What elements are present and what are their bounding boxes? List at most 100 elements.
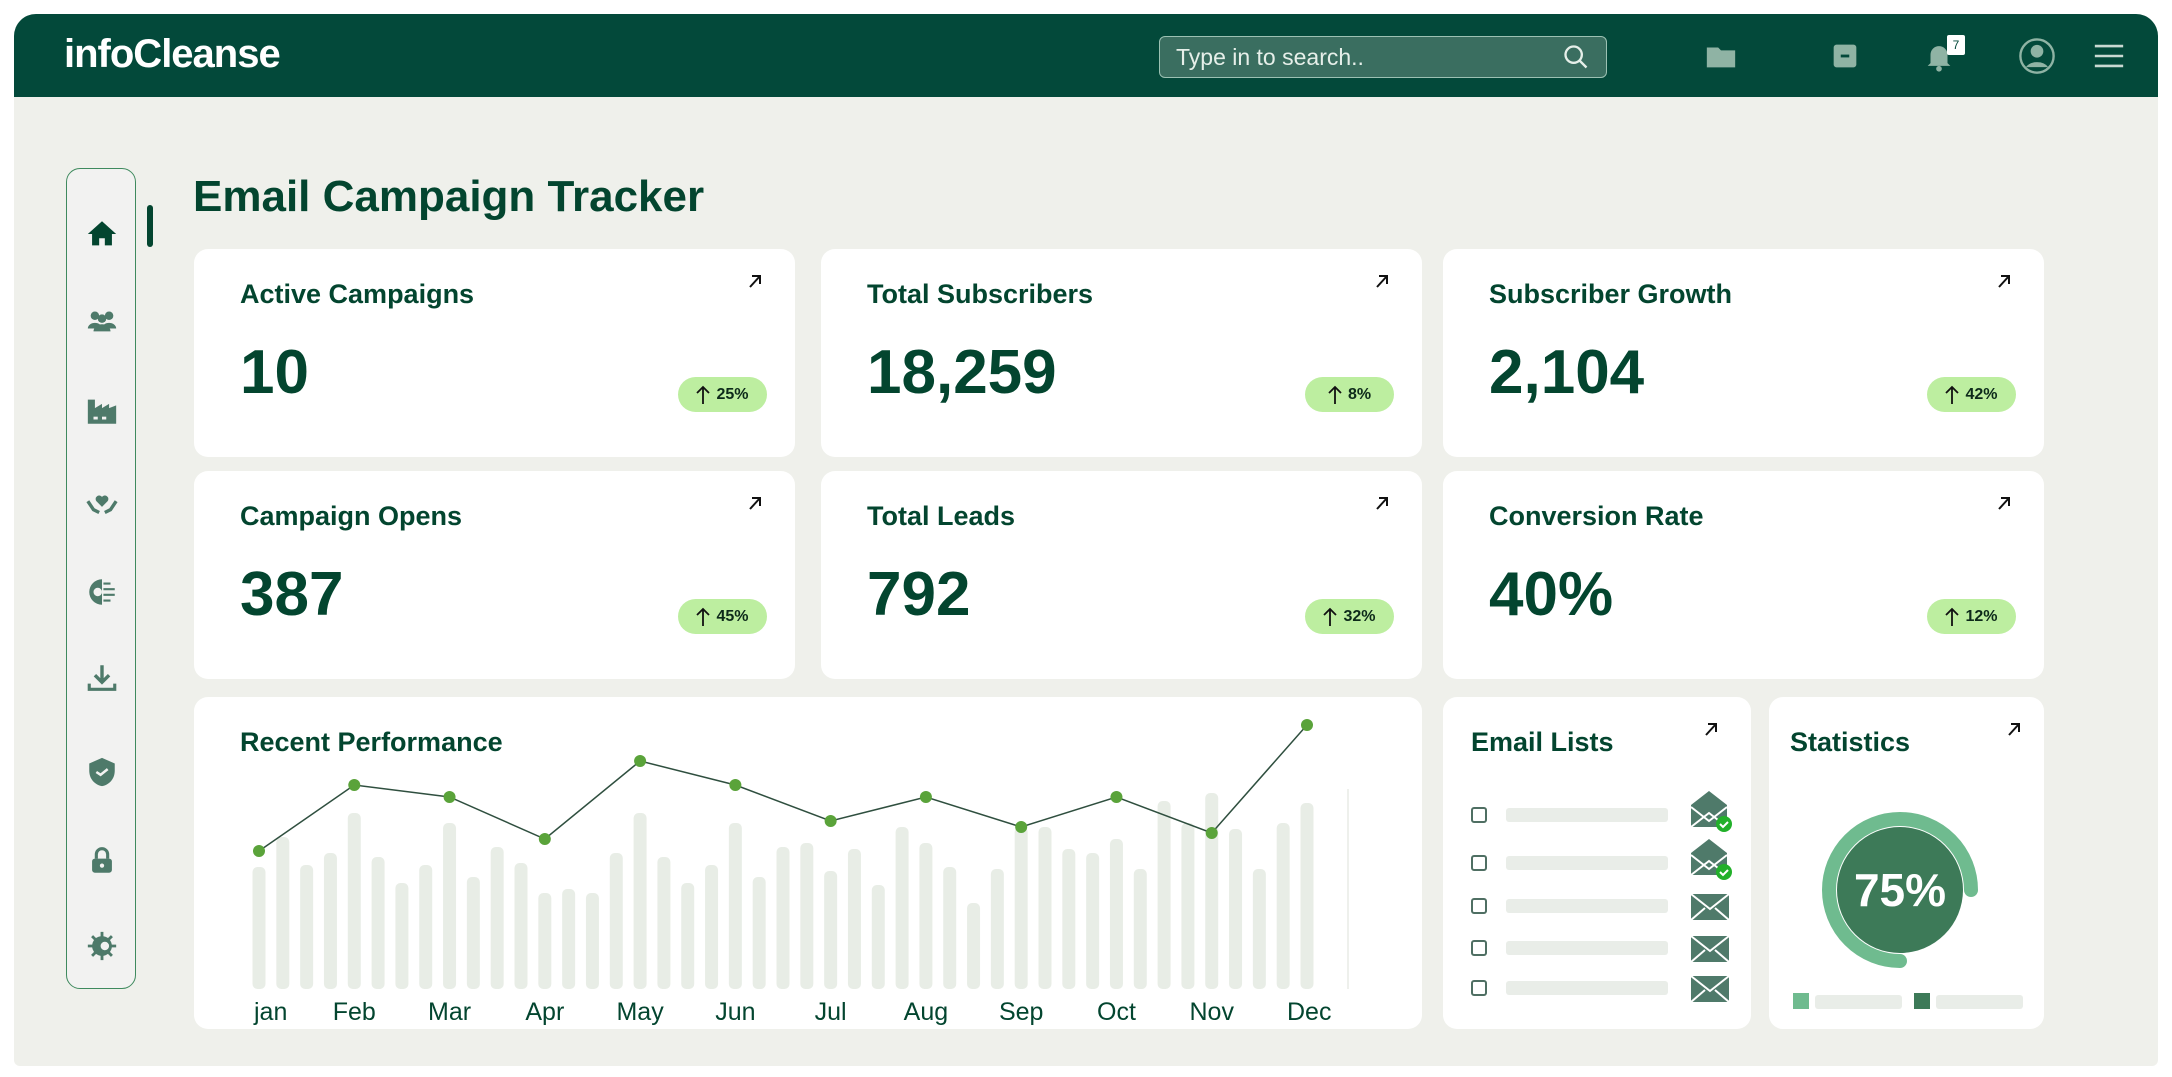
chart-bar <box>443 823 457 989</box>
list-item-placeholder <box>1506 899 1668 913</box>
list-item[interactable] <box>1471 970 1741 1006</box>
user-icon[interactable] <box>2018 37 2056 75</box>
metric-card[interactable]: Active Campaigns 10 25% <box>194 249 795 457</box>
logo[interactable]: infoCleanse <box>64 32 281 76</box>
change-value: 12% <box>1965 607 1998 625</box>
chart-bar <box>1300 803 1314 989</box>
change-badge: 32% <box>1305 599 1394 634</box>
checkbox[interactable] <box>1471 807 1487 823</box>
metric-value: 18,259 <box>867 338 1057 407</box>
legend-swatch <box>1793 993 1809 1009</box>
arrow-up-icon <box>696 607 711 626</box>
settings-icon[interactable] <box>85 929 119 963</box>
chart-bar <box>1205 793 1219 989</box>
metric-label: Campaign Opens <box>240 501 463 531</box>
expand-arrow-icon[interactable] <box>2004 719 2024 739</box>
factory-icon[interactable] <box>85 394 119 428</box>
progress-arc <box>1822 812 1978 968</box>
shield-check-icon[interactable] <box>85 755 119 789</box>
list-item[interactable] <box>1471 888 1741 924</box>
metric-label: Total Leads <box>867 501 1016 531</box>
chart-bar <box>776 847 790 989</box>
menu-icon[interactable] <box>2092 39 2126 73</box>
metric-card[interactable]: Total Leads 792 32% <box>821 471 1422 679</box>
change-value: 42% <box>1965 385 1998 403</box>
search-box[interactable] <box>1159 36 1607 78</box>
envelope-icon <box>1690 935 1730 963</box>
x-tick-label: Apr <box>525 998 564 1026</box>
metric-card[interactable]: Total Subscribers 18,259 8% <box>821 249 1422 457</box>
chart-point <box>1205 827 1218 839</box>
home-icon[interactable] <box>85 217 119 251</box>
list-item[interactable] <box>1471 839 1741 881</box>
expand-arrow-icon[interactable] <box>745 271 765 291</box>
tech-gear-icon[interactable] <box>85 575 119 609</box>
metric-card[interactable]: Conversion Rate 40% 12% <box>1443 471 2044 679</box>
expand-arrow-icon[interactable] <box>745 493 765 513</box>
chart-point <box>729 779 742 791</box>
metric-label: Conversion Rate <box>1489 501 1704 531</box>
chart-bar <box>300 865 314 989</box>
metric-value: 792 <box>867 560 971 629</box>
chart-bar <box>252 867 266 989</box>
chart-bar <box>705 865 719 989</box>
chart-bar <box>728 823 742 989</box>
arrow-up-icon <box>1945 385 1960 404</box>
chart-point <box>348 779 361 791</box>
arrow-up-icon <box>1323 607 1338 626</box>
envelope-open-check-icon <box>1690 839 1732 880</box>
metric-label: Subscriber Growth <box>1489 279 1733 309</box>
chart-bar <box>609 853 623 989</box>
chart-point <box>634 755 647 767</box>
chart-bar <box>562 889 576 989</box>
folder-icon[interactable] <box>1704 39 1738 73</box>
chart-line <box>258 724 1308 852</box>
chart-point <box>1110 791 1123 803</box>
change-badge: 45% <box>678 599 767 634</box>
chart-bar <box>276 837 290 989</box>
expand-arrow-icon[interactable] <box>1994 271 2014 291</box>
metric-card[interactable]: Subscriber Growth 2,104 42% <box>1443 249 2044 457</box>
expand-arrow-icon[interactable] <box>1701 719 1721 739</box>
sidebar <box>66 168 153 989</box>
download-icon[interactable] <box>85 661 119 695</box>
chart-bar <box>871 885 885 989</box>
archive-icon[interactable] <box>1828 39 1862 73</box>
chart-point <box>919 791 932 803</box>
expand-arrow-icon[interactable] <box>1372 493 1392 513</box>
recent-performance-card: Recent Performance jan Feb Mar Apr May Jun Jul… <box>194 697 1422 1029</box>
chart-bar <box>1229 829 1243 989</box>
list-item[interactable] <box>1471 791 1741 833</box>
chart-bar <box>824 871 838 989</box>
card-title: Email Lists <box>1471 727 1614 757</box>
lock-icon[interactable] <box>85 843 119 877</box>
checkbox[interactable] <box>1471 940 1487 956</box>
chart-point <box>1301 719 1313 731</box>
bell-icon[interactable] <box>1922 39 1956 73</box>
change-badge: 42% <box>1927 377 2016 412</box>
list-item[interactable] <box>1471 930 1741 966</box>
expand-arrow-icon[interactable] <box>1994 493 2014 513</box>
x-tick-label: Dec <box>1287 998 1331 1026</box>
checkbox[interactable] <box>1471 898 1487 914</box>
chart-point <box>824 815 837 827</box>
arrow-up-icon <box>1945 607 1960 626</box>
active-indicator <box>147 205 153 247</box>
chart-bar <box>1252 869 1266 989</box>
search-input[interactable] <box>1176 43 1562 71</box>
metric-card[interactable]: Campaign Opens 387 45% <box>194 471 795 679</box>
checkbox[interactable] <box>1471 855 1487 871</box>
heart-hands-icon[interactable] <box>85 487 119 521</box>
expand-arrow-icon[interactable] <box>1372 271 1392 291</box>
email-lists-card: Email Lists <box>1443 697 1751 1029</box>
chart-bar <box>633 813 647 989</box>
search-icon[interactable] <box>1562 43 1590 71</box>
users-icon[interactable] <box>85 303 119 337</box>
legend-bar <box>1936 995 2023 1009</box>
chart-bar <box>943 867 957 989</box>
change-badge: 25% <box>678 377 767 412</box>
checkbox[interactable] <box>1471 980 1487 996</box>
progress-ring <box>1822 812 1978 968</box>
list-item-placeholder <box>1506 856 1668 870</box>
list-item-placeholder <box>1506 981 1668 995</box>
